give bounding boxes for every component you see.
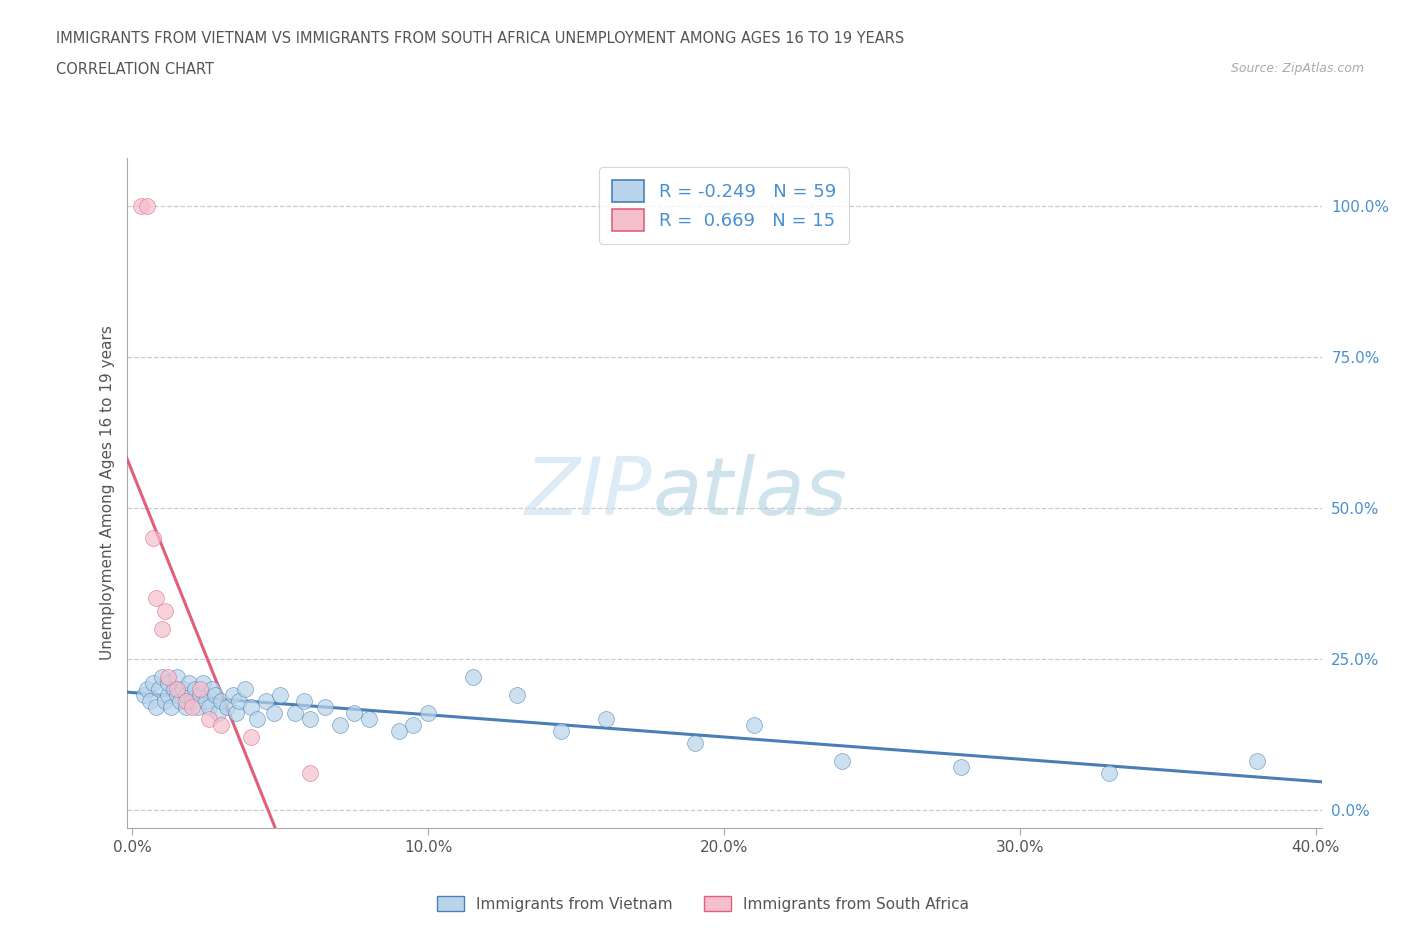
Point bbox=[174, 694, 197, 709]
Point bbox=[388, 724, 411, 738]
Point bbox=[190, 687, 212, 702]
Point bbox=[246, 711, 269, 726]
Point bbox=[269, 687, 291, 702]
Point bbox=[193, 675, 215, 690]
Point bbox=[145, 699, 167, 714]
Point bbox=[343, 706, 366, 721]
Point bbox=[148, 682, 170, 697]
Point bbox=[233, 682, 256, 697]
Point bbox=[136, 199, 159, 214]
Point bbox=[166, 682, 188, 697]
Point bbox=[831, 754, 853, 769]
Point bbox=[198, 699, 221, 714]
Point bbox=[949, 760, 972, 775]
Point bbox=[195, 694, 218, 709]
Point bbox=[359, 711, 381, 726]
Point bbox=[298, 711, 321, 726]
Point bbox=[190, 682, 212, 697]
Point bbox=[254, 694, 277, 709]
Point bbox=[742, 718, 765, 733]
Point bbox=[166, 670, 188, 684]
Point bbox=[292, 694, 315, 709]
Point bbox=[156, 670, 179, 684]
Point bbox=[156, 687, 179, 702]
Point bbox=[139, 694, 162, 709]
Point bbox=[142, 531, 165, 546]
Point bbox=[239, 730, 262, 745]
Point bbox=[1098, 766, 1121, 781]
Point bbox=[402, 718, 425, 733]
Legend: Immigrants from Vietnam, Immigrants from South Africa: Immigrants from Vietnam, Immigrants from… bbox=[430, 889, 976, 918]
Legend: R = -0.249   N = 59, R =  0.669   N = 15: R = -0.249 N = 59, R = 0.669 N = 15 bbox=[599, 167, 849, 244]
Point bbox=[201, 682, 224, 697]
Point bbox=[1246, 754, 1268, 769]
Point bbox=[683, 736, 706, 751]
Point bbox=[228, 694, 250, 709]
Text: atlas: atlas bbox=[652, 454, 848, 532]
Point bbox=[177, 675, 200, 690]
Text: Source: ZipAtlas.com: Source: ZipAtlas.com bbox=[1230, 62, 1364, 75]
Point bbox=[506, 687, 529, 702]
Point bbox=[153, 603, 176, 618]
Point bbox=[550, 724, 572, 738]
Point bbox=[595, 711, 617, 726]
Point bbox=[222, 687, 245, 702]
Point bbox=[174, 687, 197, 702]
Point bbox=[131, 199, 153, 214]
Point bbox=[153, 694, 176, 709]
Point bbox=[163, 682, 186, 697]
Point bbox=[174, 699, 197, 714]
Point bbox=[180, 699, 202, 714]
Point bbox=[180, 694, 202, 709]
Point bbox=[314, 699, 336, 714]
Point bbox=[209, 694, 232, 709]
Point bbox=[145, 591, 167, 606]
Point bbox=[263, 706, 285, 721]
Point bbox=[239, 699, 262, 714]
Point bbox=[418, 706, 440, 721]
Point bbox=[198, 711, 221, 726]
Point bbox=[172, 682, 194, 697]
Point bbox=[142, 675, 165, 690]
Point bbox=[204, 687, 226, 702]
Point bbox=[461, 670, 484, 684]
Point bbox=[134, 687, 156, 702]
Point bbox=[217, 699, 239, 714]
Y-axis label: Unemployment Among Ages 16 to 19 years: Unemployment Among Ages 16 to 19 years bbox=[100, 326, 115, 660]
Point bbox=[150, 621, 173, 636]
Point bbox=[183, 682, 205, 697]
Text: ZIP: ZIP bbox=[524, 454, 652, 532]
Point bbox=[166, 687, 188, 702]
Point bbox=[225, 706, 247, 721]
Point bbox=[328, 718, 350, 733]
Point bbox=[298, 766, 321, 781]
Point bbox=[186, 699, 208, 714]
Point bbox=[169, 694, 191, 709]
Point bbox=[207, 706, 229, 721]
Point bbox=[209, 718, 232, 733]
Point bbox=[136, 682, 159, 697]
Text: CORRELATION CHART: CORRELATION CHART bbox=[56, 62, 214, 77]
Point bbox=[150, 670, 173, 684]
Point bbox=[160, 699, 183, 714]
Point bbox=[284, 706, 307, 721]
Text: IMMIGRANTS FROM VIETNAM VS IMMIGRANTS FROM SOUTH AFRICA UNEMPLOYMENT AMONG AGES : IMMIGRANTS FROM VIETNAM VS IMMIGRANTS FR… bbox=[56, 31, 904, 46]
Point bbox=[156, 675, 179, 690]
